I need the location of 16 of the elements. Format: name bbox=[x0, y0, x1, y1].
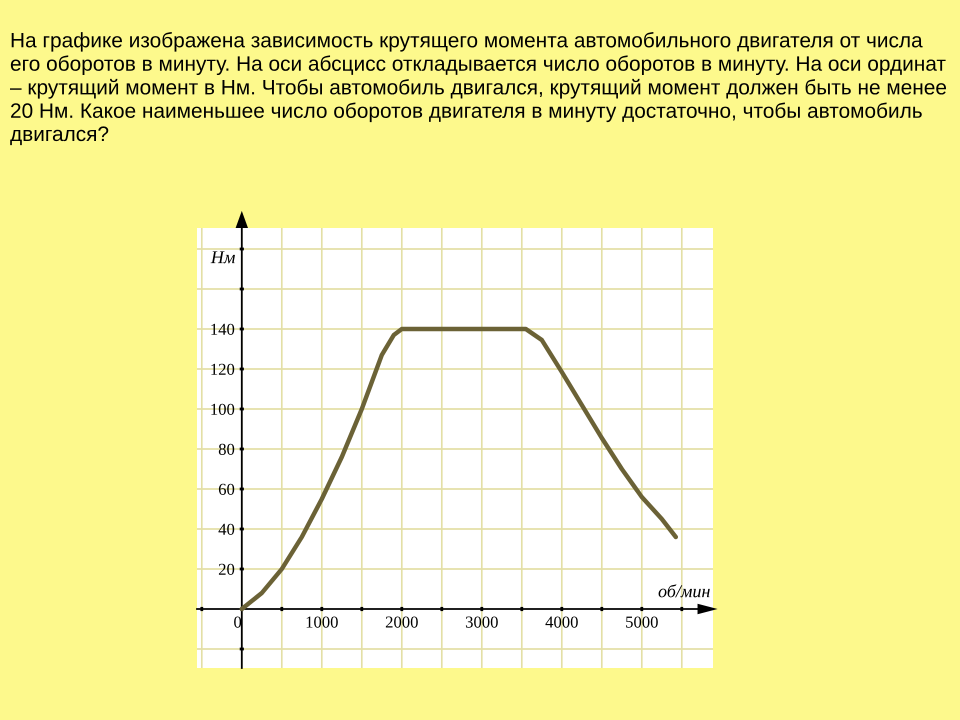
y-tick-label: 80 bbox=[218, 444, 234, 455]
x-tick-label: 5000 bbox=[626, 616, 658, 628]
x-tick-label: 1000 bbox=[306, 616, 338, 628]
y-tick-label: 120 bbox=[211, 364, 234, 375]
y-tick-label: 40 bbox=[218, 524, 234, 535]
x-axis-title: об/мин bbox=[658, 584, 710, 598]
x-tick-label: 3000 bbox=[466, 616, 498, 628]
x-tick-label: 4000 bbox=[545, 616, 578, 628]
y-tick-label: 60 bbox=[218, 484, 234, 495]
chart-title: На графике изображена зависимость крутящего момента автомобильного двигателя от числа его оборотов в минуту. На оси абсцисс откладывается число оборотов в минуту. На оси ординат – крутящий момент в Нм. Чтобы автомобиль двигался, крутящий момент должен быть не менее 20 Нм. Какое наименьшее число оборотов двигателя в минуту достаточно, чтобы автомобиль двигался? bbox=[10, 32, 946, 146]
y-axis-title: Нм bbox=[210, 251, 235, 264]
y-tick-label: 100 bbox=[211, 404, 234, 415]
x-tick-label: 2000 bbox=[386, 616, 418, 628]
y-tick-label: 20 bbox=[218, 564, 234, 575]
x-tick-label: 0 bbox=[234, 616, 242, 628]
y-tick-label: 140 bbox=[211, 324, 234, 335]
